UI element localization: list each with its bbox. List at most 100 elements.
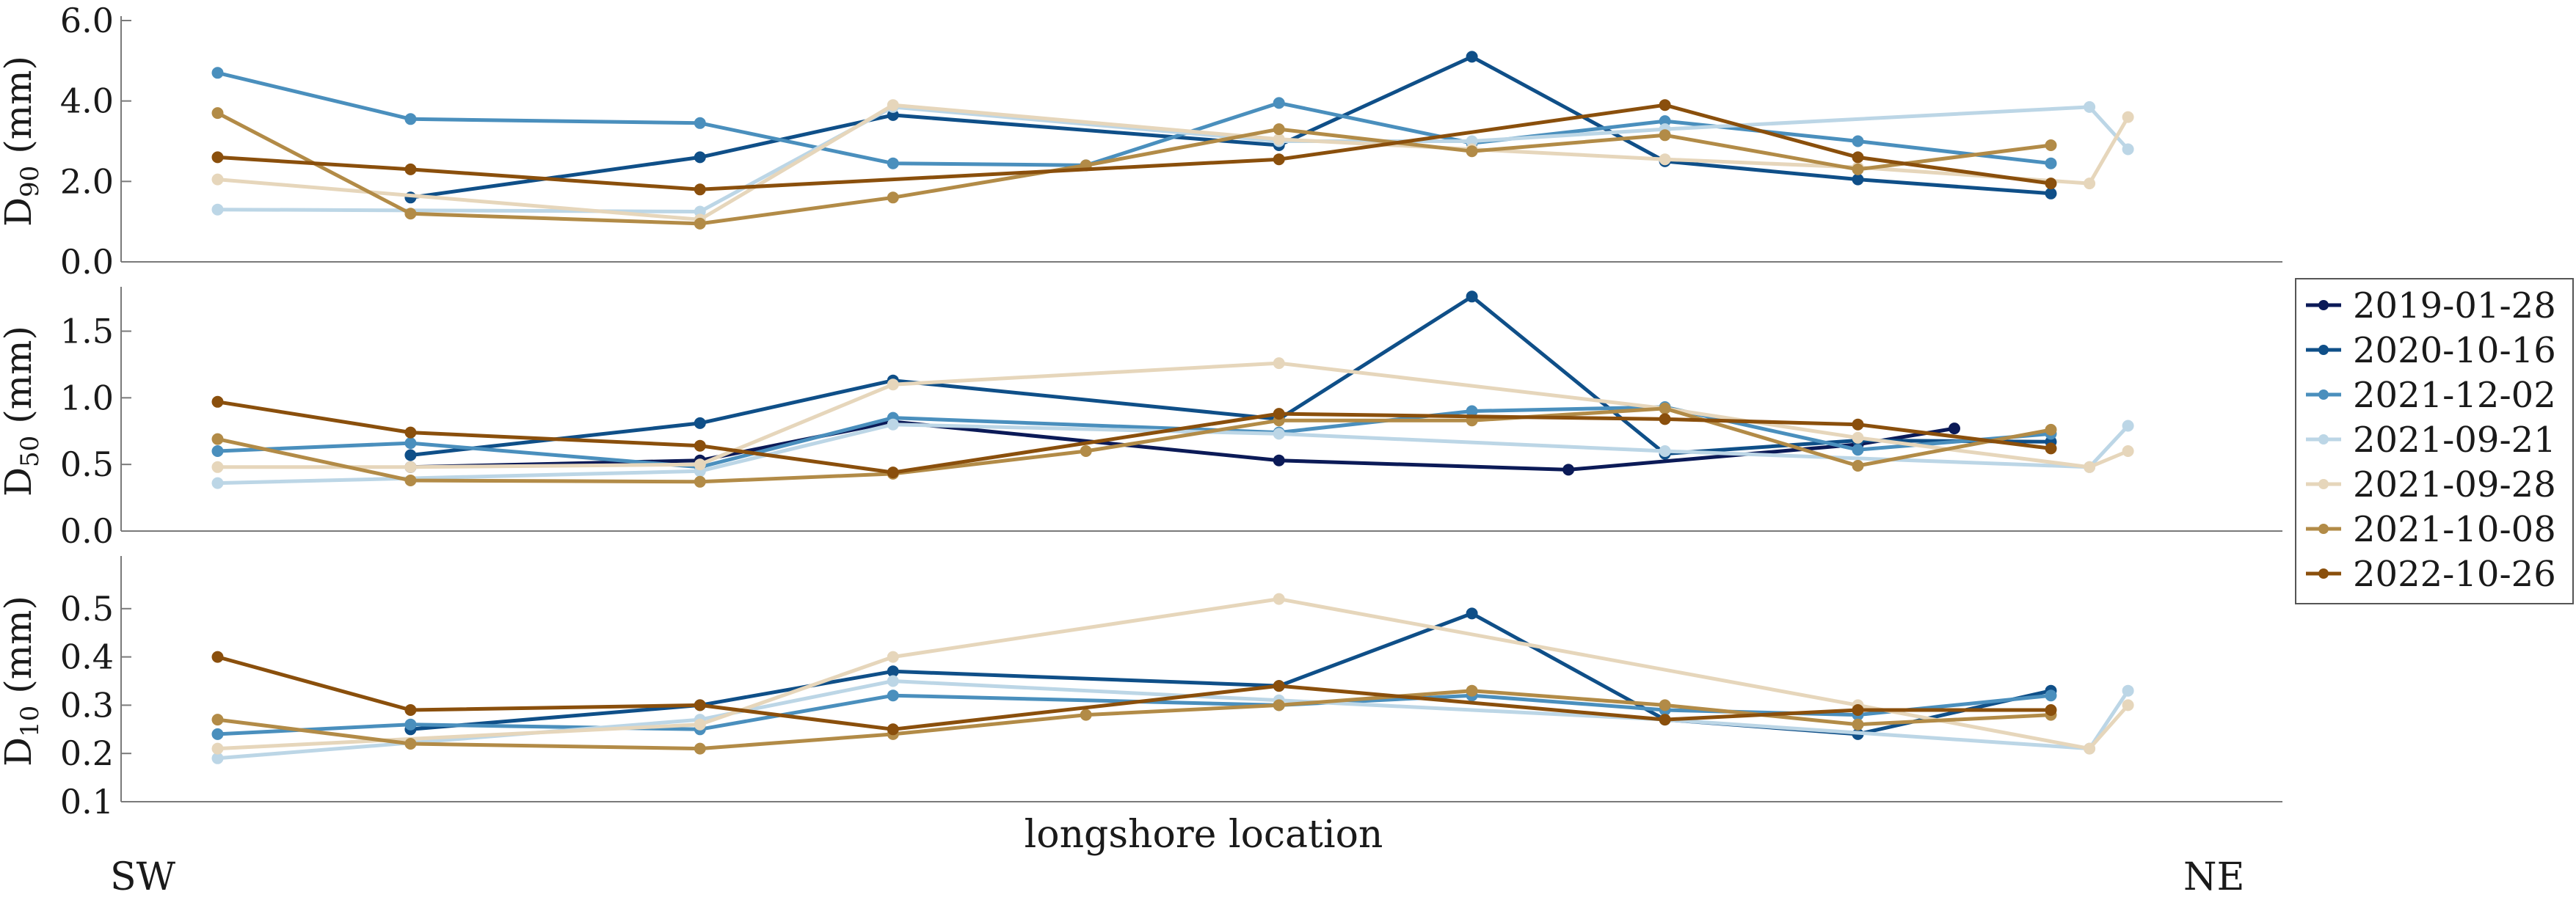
- data-point-2021-09-21: [2122, 420, 2134, 432]
- y-tick-label: 0.5: [60, 589, 114, 629]
- data-point-2021-09-28: [1273, 357, 1285, 370]
- legend-swatch-marker: [2318, 345, 2329, 355]
- data-point-2021-09-28: [694, 718, 706, 731]
- y-axis-label-base: D: [0, 467, 40, 497]
- data-point-2021-10-08: [1852, 163, 1864, 175]
- series-line-2022-10-26: [217, 400, 2051, 475]
- data-point-2021-10-08: [404, 475, 417, 486]
- data-point-2021-12-02: [887, 157, 899, 169]
- data-point-2021-09-28: [2084, 461, 2096, 473]
- data-point-2022-10-26: [211, 151, 224, 164]
- data-point-2022-10-26: [1273, 153, 1285, 166]
- series-line-2021-09-21: [217, 105, 2130, 213]
- data-point-2021-10-08: [1659, 402, 1671, 414]
- data-point-2020-10-16: [694, 417, 706, 429]
- data-point-2021-09-28: [887, 651, 899, 663]
- y-axis-label-base: D: [0, 737, 40, 767]
- data-point-2021-12-02: [211, 728, 224, 740]
- legend-label: 2021-12-02: [2353, 375, 2556, 416]
- data-point-2021-10-08: [694, 217, 706, 230]
- data-point-2022-10-26: [2045, 442, 2057, 455]
- data-point-2022-10-26: [404, 163, 417, 175]
- data-point-2021-12-02: [404, 437, 417, 450]
- data-point-2022-10-26: [1852, 704, 1864, 716]
- data-point-2021-10-08: [2045, 423, 2057, 436]
- data-point-2020-10-16: [404, 449, 417, 461]
- legend-swatch-marker: [2318, 389, 2329, 400]
- data-point-2021-09-28: [211, 742, 224, 755]
- data-point-2021-09-28: [1273, 593, 1285, 605]
- data-point-2021-09-21: [887, 675, 899, 687]
- y-tick-label: 0.5: [60, 444, 114, 484]
- data-point-2021-12-02: [211, 445, 224, 457]
- y-tick-label: 1.5: [60, 312, 114, 351]
- series-line-2022-10-26: [217, 655, 2051, 731]
- legend-label: 2021-09-28: [2353, 464, 2556, 505]
- series-line-2021-10-08: [217, 111, 2051, 226]
- legend-label: 2019-01-28: [2353, 285, 2556, 326]
- data-point-2021-10-08: [1080, 709, 1092, 721]
- data-point-2021-09-21: [2084, 100, 2096, 113]
- data-point-2021-12-02: [1273, 97, 1285, 109]
- data-point-2019-01-28: [1273, 454, 1285, 467]
- legend: 2019-01-282020-10-162021-12-022021-09-21…: [2295, 278, 2574, 604]
- y-axis-label-subscript: 50: [15, 436, 45, 467]
- data-point-2021-09-21: [887, 418, 899, 431]
- data-point-2021-12-02: [2045, 689, 2057, 702]
- series-line-2021-09-28: [217, 103, 2130, 222]
- data-point-2020-10-16: [1852, 173, 1864, 186]
- y-axis-label: D10 (mm): [0, 596, 45, 767]
- legend-swatch-marker: [2318, 479, 2329, 489]
- data-point-2022-10-26: [887, 467, 899, 479]
- legend-frame: [2295, 278, 2574, 604]
- y-tick-label: 0.0: [60, 511, 114, 551]
- series-line-2020-10-16: [410, 54, 2051, 200]
- data-point-2022-10-26: [694, 699, 706, 711]
- legend-swatch-marker: [2318, 434, 2329, 444]
- data-point-2021-10-08: [1466, 145, 1478, 158]
- legend-label: 2022-10-26: [2353, 554, 2556, 595]
- data-point-2021-10-08: [404, 738, 417, 750]
- y-tick-label: 6.0: [60, 1, 114, 40]
- data-point-2021-10-08: [1273, 699, 1285, 711]
- data-point-2019-01-28: [1562, 464, 1575, 476]
- data-point-2021-10-08: [1659, 699, 1671, 711]
- data-point-2021-09-28: [2122, 699, 2134, 711]
- x-axis-label: longshore location: [1025, 813, 1383, 857]
- data-point-2022-10-26: [1852, 151, 1864, 164]
- series-line-2021-10-08: [217, 689, 2051, 751]
- panel-1: 0.0 2.0 4.0 6.0 D90 (mm): [0, 1, 2282, 282]
- y-axis-label-subscript: 10: [15, 706, 45, 737]
- data-point-2021-09-21: [2122, 684, 2134, 697]
- y-axis-label-subscript: 90: [15, 166, 45, 197]
- data-point-2020-10-16: [2045, 187, 2057, 200]
- data-point-2021-09-28: [211, 173, 224, 186]
- data-point-2022-10-26: [887, 723, 899, 736]
- data-point-2021-10-08: [1852, 718, 1864, 731]
- data-point-2022-10-26: [211, 651, 224, 663]
- legend-swatch-marker: [2318, 568, 2329, 579]
- data-point-2021-10-08: [211, 714, 224, 726]
- y-tick-label: 0.4: [60, 637, 114, 677]
- data-point-2022-10-26: [1852, 418, 1864, 431]
- data-point-2021-09-21: [211, 752, 224, 764]
- data-point-2021-10-08: [1080, 445, 1092, 457]
- y-axis-label: D50 (mm): [0, 326, 45, 497]
- y-axis-label-unit: (mm): [0, 326, 40, 436]
- data-point-2022-10-26: [211, 395, 224, 408]
- data-point-2020-10-16: [887, 665, 899, 678]
- legend-swatch-marker: [2318, 300, 2329, 310]
- data-point-2022-10-26: [1273, 680, 1285, 692]
- data-point-2021-12-02: [404, 718, 417, 731]
- data-point-2021-10-08: [694, 742, 706, 755]
- series-line-2021-12-02: [217, 70, 2051, 167]
- panel-2: 0.0 0.5 1.0 1.5 D50 (mm): [0, 287, 2282, 551]
- data-point-2021-12-02: [1852, 444, 1864, 456]
- legend-swatch-marker: [2318, 524, 2329, 534]
- y-tick-label: 1.0: [60, 378, 114, 417]
- y-axis-label-base: D: [0, 197, 40, 227]
- series-line-2021-10-08: [217, 406, 2051, 484]
- data-point-2021-10-08: [1659, 129, 1671, 142]
- series-line-2020-10-16: [410, 611, 2052, 736]
